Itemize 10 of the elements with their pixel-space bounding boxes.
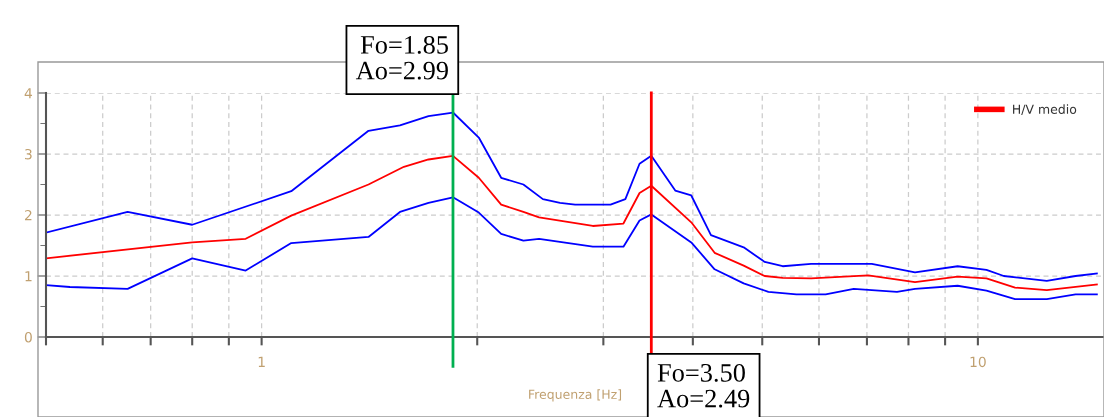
y-tick-label: 4 [24, 88, 33, 99]
y-tick-label: 0 [24, 331, 32, 343]
y-tick-label: 1 [25, 271, 32, 282]
x-tick-label: 10 [970, 356, 986, 368]
y-tick-label: 3 [25, 148, 32, 160]
text: Fo=3.50 Ao=2.49 [657, 363, 750, 408]
x-axis-title: Frequenza [Hz] [529, 389, 622, 402]
legend-label: H/V medio [1013, 104, 1077, 115]
y-tick-label: 2 [24, 209, 32, 221]
text: Fo=1.85 Ao=2.99 [355, 35, 448, 80]
